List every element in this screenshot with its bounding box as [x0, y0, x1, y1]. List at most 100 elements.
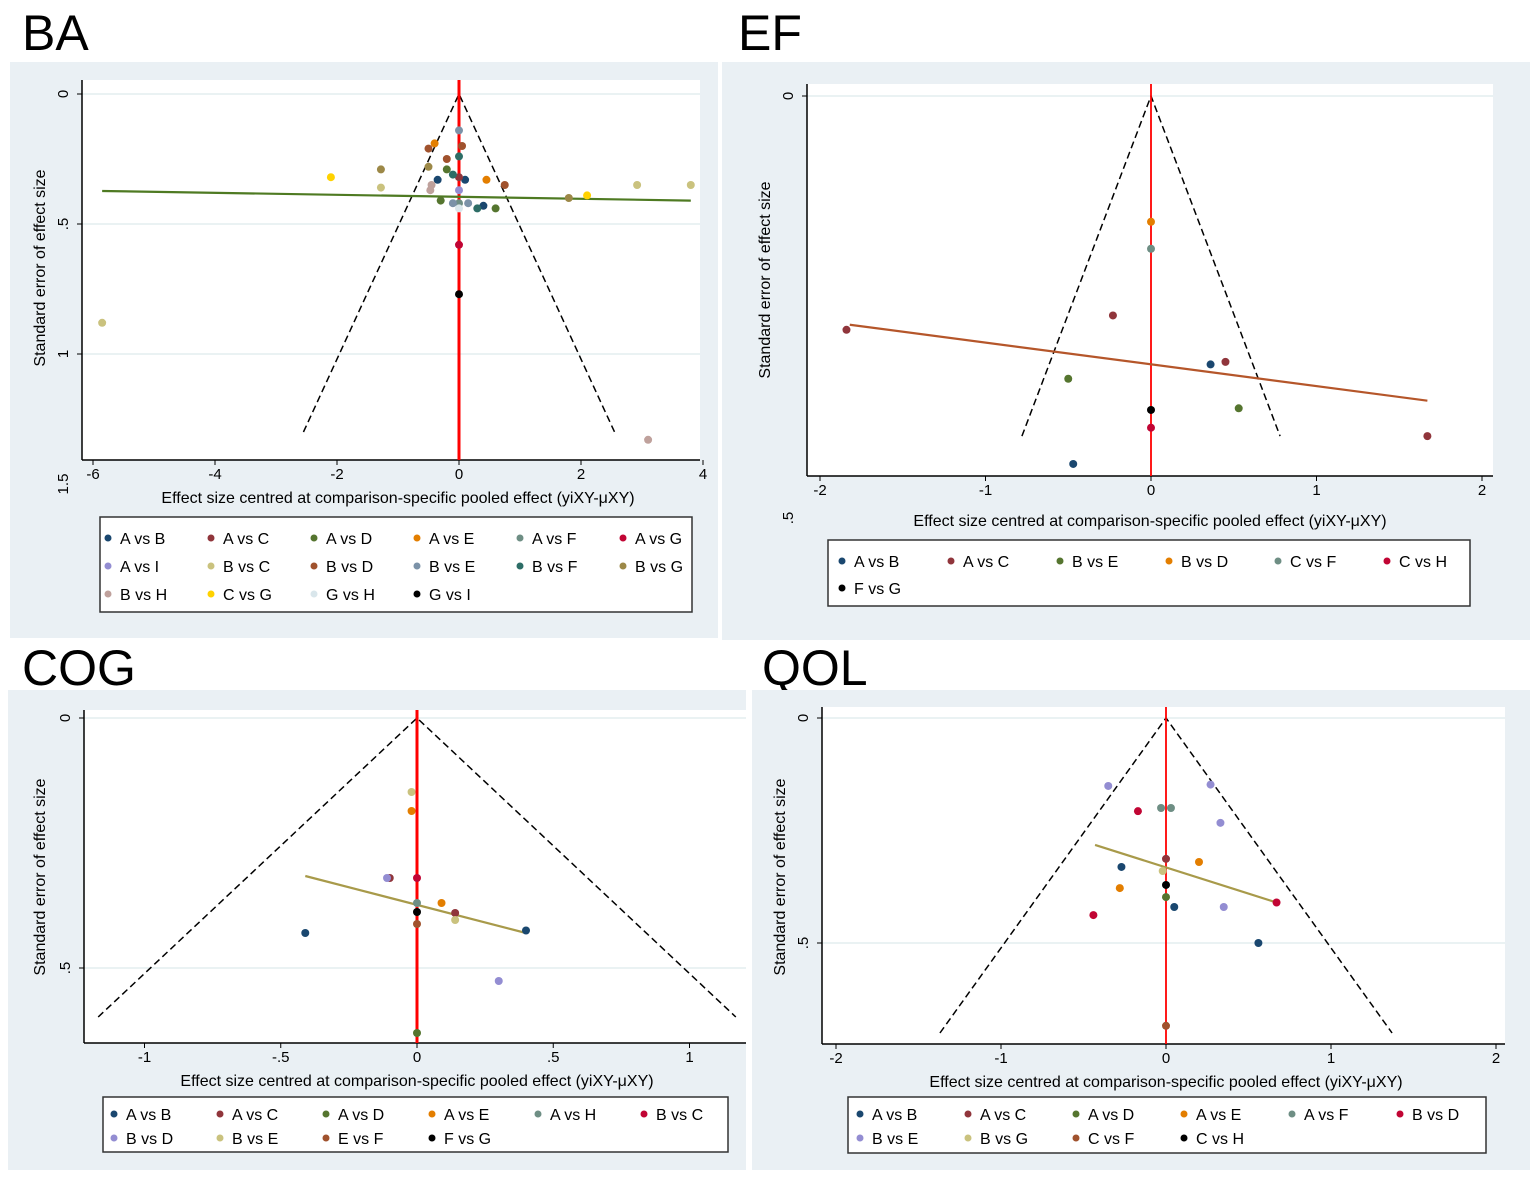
data-point [442, 165, 451, 174]
legend-label: B vs E [872, 1131, 918, 1148]
data-point [1147, 244, 1155, 253]
data-point [1104, 781, 1113, 790]
data-point [473, 204, 482, 213]
data-point [686, 181, 695, 189]
legend [847, 1096, 1487, 1154]
panel-ba: BA 0 .5 1 1.5 -6 -4 -2 0 2 4 Effect size centred at… [10, 5, 718, 638]
y-axis-title: Standard error of effect size [772, 778, 789, 975]
data-point [1195, 858, 1203, 866]
legend-marker [104, 534, 112, 542]
legend-marker [964, 1134, 972, 1142]
legend-marker [310, 590, 318, 598]
legend-label: B vs H [120, 587, 167, 604]
data-point [448, 170, 457, 179]
y-tick-label: .5 [780, 512, 797, 525]
plot-area [82, 80, 700, 460]
data-point [479, 201, 488, 210]
x-tick-label: 0 [1147, 482, 1155, 499]
legend-label: A vs F [1304, 1107, 1349, 1124]
data-point [1162, 854, 1170, 863]
legend-marker [856, 1110, 864, 1118]
x-tick-label: 1 [685, 1049, 693, 1066]
legend-label: A vs B [854, 554, 899, 571]
data-point [326, 173, 335, 182]
data-point [1069, 459, 1078, 468]
data-point [455, 240, 463, 249]
data-point [494, 977, 503, 985]
y-tick-label: .5 [795, 937, 812, 950]
data-point [1162, 893, 1170, 902]
panel-qol: QOL 0 .5 -2 -1 0 1 2 Effect size centred at comp… [752, 640, 1530, 1170]
legend-marker [216, 1134, 224, 1142]
data-point [1089, 911, 1098, 920]
data-point [424, 162, 433, 171]
x-tick-label: -.5 [272, 1049, 290, 1066]
legend-marker [1383, 557, 1391, 565]
legend-marker [207, 534, 215, 542]
data-point [1206, 360, 1215, 369]
legend-marker [104, 562, 112, 570]
data-point [413, 908, 421, 916]
legend-label: A vs H [550, 1107, 596, 1124]
data-point [482, 175, 491, 184]
legend-label: B vs G [980, 1131, 1028, 1148]
data-point [1147, 405, 1155, 414]
legend-marker [322, 1110, 330, 1118]
data-point [383, 874, 392, 882]
legend-marker [310, 534, 318, 542]
data-point [451, 916, 460, 924]
data-point [455, 152, 463, 161]
data-point [1423, 432, 1432, 441]
regression-line [102, 189, 691, 202]
data-point [436, 196, 445, 205]
legend-marker [534, 1110, 542, 1118]
legend-label: A vs C [980, 1107, 1026, 1124]
legend-marker [964, 1110, 972, 1118]
legend-label: A vs C [223, 531, 269, 548]
funnel-boundary [302, 92, 616, 433]
legend-marker [1288, 1110, 1296, 1118]
legend-label: A vs B [872, 1107, 917, 1124]
y-axis-title: Standard error of effect size [32, 169, 49, 366]
legend-label: A vs B [126, 1107, 171, 1124]
data-point [458, 142, 467, 150]
legend-label: C vs H [1196, 1131, 1244, 1148]
legend-marker [110, 1134, 118, 1142]
x-axis-title: Effect size centred at comparison-specif… [929, 1074, 1402, 1091]
x-axis-title: Effect size centred at comparison-specif… [161, 490, 634, 507]
data-point [376, 183, 385, 192]
legend-label: B vs D [1181, 554, 1228, 571]
legend-label: A vs E [444, 1107, 489, 1124]
data-point [1158, 867, 1167, 875]
legend-label: B vs C [656, 1107, 703, 1124]
legend-label: C vs G [223, 587, 272, 604]
legend-marker [516, 562, 524, 570]
legend-marker [207, 562, 215, 570]
legend-marker [1072, 1134, 1080, 1142]
legend-marker [216, 1110, 224, 1118]
legend-label: G vs I [429, 587, 471, 604]
data-point [564, 194, 573, 202]
plot-area [807, 84, 1493, 476]
data-point [430, 139, 439, 148]
data-point [1234, 404, 1243, 413]
data-point [437, 899, 446, 907]
x-axis-title: Effect size centred at comparison-specif… [913, 513, 1386, 530]
x-tick-label: -4 [208, 466, 221, 483]
legend-marker [413, 590, 421, 598]
legend-marker [619, 562, 627, 570]
data-point [461, 175, 470, 184]
x-tick-label: -1 [138, 1049, 151, 1066]
data-point [448, 199, 457, 208]
legend-label: B vs D [126, 1131, 173, 1148]
data-point [633, 181, 642, 189]
legend-label: F vs G [854, 581, 901, 598]
legend-marker [1180, 1110, 1188, 1118]
legend-label: B vs G [635, 559, 683, 576]
legend-marker [428, 1134, 436, 1142]
data-point [1108, 311, 1117, 320]
data-point [433, 175, 442, 184]
y-tick-label: 0 [55, 90, 72, 98]
legend-label: A vs G [635, 531, 682, 548]
legend-marker [1165, 557, 1173, 565]
